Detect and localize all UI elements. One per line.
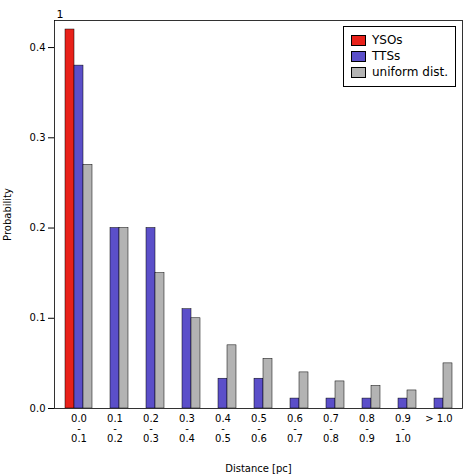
svg-text:0.0-0.1: 0.0-0.1 <box>71 413 87 444</box>
svg-text:0.3: 0.3 <box>30 132 46 143</box>
svg-text:0.2: 0.2 <box>30 222 46 233</box>
svg-text:0.4: 0.4 <box>30 42 46 53</box>
svg-text:0.9-1.0: 0.9-1.0 <box>395 413 411 444</box>
html-text:uniform dist.: uniform dist. <box>371 65 448 80</box>
svg-text:0.0: 0.0 <box>30 403 46 414</box>
svg-text:0.4-0.5: 0.4-0.5 <box>215 413 231 444</box>
svg-text:Probability: Probability <box>2 188 13 241</box>
svg-text:0.5-0.6: 0.5-0.6 <box>251 413 267 444</box>
svg-text:0.3-0.4: 0.3-0.4 <box>179 413 195 444</box>
svg-text:0.7-0.8: 0.7-0.8 <box>323 413 339 444</box>
svg-text:0.6-0.7: 0.6-0.7 <box>287 413 303 444</box>
svg-text:0.8-0.9: 0.8-0.9 <box>359 413 375 444</box>
svg-text:0.2-0.3: 0.2-0.3 <box>143 413 159 444</box>
html-text:TTSs: TTSs <box>371 49 401 64</box>
svg-text:0.1: 0.1 <box>30 312 46 323</box>
svg-text:1: 1 <box>57 8 64 21</box>
html-text:YSOs: YSOs <box>371 33 403 47</box>
svg-text:0.1-0.2: 0.1-0.2 <box>107 413 123 444</box>
svg-text:> 1.0: > 1.0 <box>425 413 452 424</box>
svg-text:Distance [pc]: Distance [pc] <box>225 463 292 474</box>
